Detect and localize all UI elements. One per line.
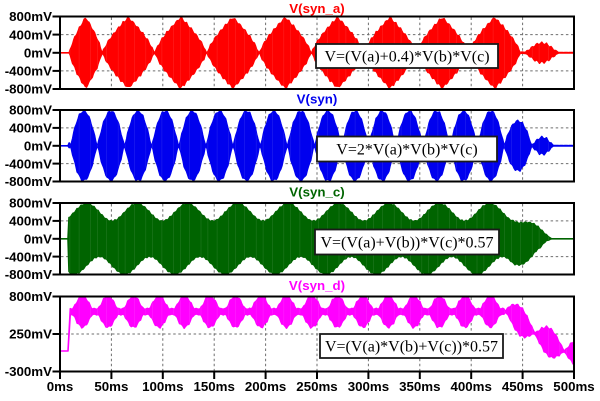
svg-text:-400mV: -400mV bbox=[5, 156, 52, 171]
svg-text:0mV: 0mV bbox=[24, 138, 52, 153]
svg-text:V(syn): V(syn) bbox=[297, 92, 338, 107]
svg-text:400mV: 400mV bbox=[9, 121, 52, 136]
svg-text:400mV: 400mV bbox=[9, 27, 52, 42]
svg-text:0mV: 0mV bbox=[24, 231, 52, 246]
svg-text:V=(V(a)+0.4)*V(b)*V(c): V=(V(a)+0.4)*V(b)*V(c) bbox=[324, 49, 489, 66]
svg-text:0ms: 0ms bbox=[47, 379, 74, 394]
svg-text:300ms: 300ms bbox=[348, 379, 389, 394]
svg-text:800mV: 800mV bbox=[9, 103, 52, 118]
svg-text:V(syn_a): V(syn_a) bbox=[289, 1, 344, 16]
svg-text:50ms: 50ms bbox=[94, 379, 128, 394]
svg-text:V(syn_c): V(syn_c) bbox=[289, 185, 344, 200]
svg-text:100ms: 100ms bbox=[142, 379, 183, 394]
svg-text:800mV: 800mV bbox=[9, 289, 52, 304]
svg-text:800mV: 800mV bbox=[9, 9, 52, 24]
svg-text:-300mV: -300mV bbox=[5, 364, 52, 379]
svg-text:250mV: 250mV bbox=[9, 327, 52, 342]
svg-text:200ms: 200ms bbox=[245, 379, 286, 394]
svg-text:-800mV: -800mV bbox=[5, 174, 52, 189]
svg-text:V=(V(a)+V(b))*V(c)*0.57: V=(V(a)+V(b))*V(c)*0.57 bbox=[320, 235, 493, 252]
svg-text:0mV: 0mV bbox=[24, 46, 52, 61]
svg-text:450ms: 450ms bbox=[502, 379, 543, 394]
svg-text:400mV: 400mV bbox=[9, 214, 52, 229]
svg-text:350ms: 350ms bbox=[399, 379, 440, 394]
svg-text:-400mV: -400mV bbox=[5, 249, 52, 264]
svg-text:250ms: 250ms bbox=[296, 379, 337, 394]
svg-text:-800mV: -800mV bbox=[5, 267, 52, 282]
svg-text:800mV: 800mV bbox=[9, 196, 52, 211]
svg-text:V=2*V(a)*V(b)*V(c): V=2*V(a)*V(b)*V(c) bbox=[336, 142, 477, 159]
svg-text:-400mV: -400mV bbox=[5, 64, 52, 79]
svg-text:V(syn_d): V(syn_d) bbox=[289, 278, 345, 293]
svg-text:-800mV: -800mV bbox=[5, 82, 52, 97]
svg-text:400ms: 400ms bbox=[450, 379, 491, 394]
svg-text:500ms: 500ms bbox=[553, 379, 594, 394]
svg-text:150ms: 150ms bbox=[193, 379, 234, 394]
svg-text:V=(V(a)*V(b)+V(c))*0.57: V=(V(a)*V(b)+V(c))*0.57 bbox=[325, 339, 498, 356]
